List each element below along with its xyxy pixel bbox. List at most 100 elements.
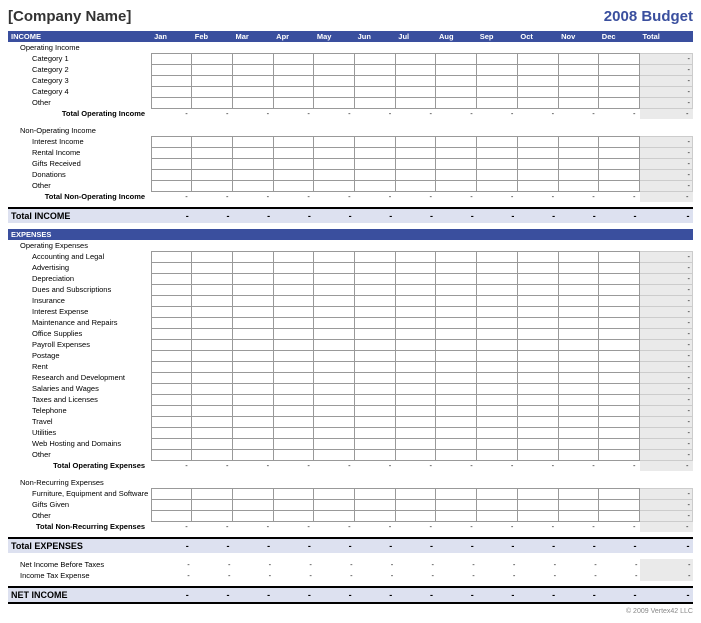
cell — [395, 372, 436, 383]
summary-cell: - — [558, 570, 599, 581]
total-header: Total — [640, 31, 693, 42]
row-total: - — [640, 449, 693, 460]
row-label: Utilities — [8, 427, 151, 438]
subtotal-cell: - — [232, 191, 273, 202]
total-bar-cell: - — [151, 208, 192, 223]
cell — [395, 262, 436, 273]
cell — [232, 169, 273, 180]
total-bar-label: NET INCOME — [8, 587, 151, 603]
cell — [151, 169, 192, 180]
cell — [273, 372, 314, 383]
summary-label: Income Tax Expense — [8, 570, 151, 581]
cell — [599, 306, 640, 317]
summary-cell: - — [151, 570, 192, 581]
subtotal-cell: - — [517, 521, 558, 532]
summary-cell: - — [517, 559, 558, 570]
cell — [395, 438, 436, 449]
cell — [273, 383, 314, 394]
cell — [273, 86, 314, 97]
row-label: Gifts Given — [8, 499, 151, 510]
cell — [395, 180, 436, 191]
cell — [355, 53, 396, 64]
cell — [558, 339, 599, 350]
cell — [436, 180, 477, 191]
cell — [151, 86, 192, 97]
cell — [273, 53, 314, 64]
cell — [232, 64, 273, 75]
cell — [558, 488, 599, 499]
data-row: Travel- — [8, 416, 693, 427]
section-total-bar: Total EXPENSES------------- — [8, 538, 693, 553]
total-bar-cell: - — [355, 538, 396, 553]
cell — [477, 438, 518, 449]
subtotal-cell: - — [355, 108, 396, 119]
section-label: EXPENSES — [8, 229, 151, 240]
cell — [232, 361, 273, 372]
cell — [232, 180, 273, 191]
total-bar-cell: - — [151, 587, 192, 603]
cell — [192, 350, 233, 361]
cell — [558, 438, 599, 449]
month-header: Mar — [232, 31, 273, 42]
month-header: Jan — [151, 31, 192, 42]
cell — [436, 339, 477, 350]
month-header — [314, 229, 355, 240]
subsection-header: Non-Operating Income — [8, 125, 693, 136]
cell — [477, 53, 518, 64]
month-header — [599, 229, 640, 240]
cell — [232, 339, 273, 350]
cell — [355, 449, 396, 460]
row-label: Depreciation — [8, 273, 151, 284]
total-bar-cell: - — [314, 538, 355, 553]
data-row: Category 1- — [8, 53, 693, 64]
row-label: Other — [8, 180, 151, 191]
cell — [477, 136, 518, 147]
row-label: Category 4 — [8, 86, 151, 97]
cell — [477, 97, 518, 108]
cell — [151, 350, 192, 361]
cell — [395, 383, 436, 394]
row-label: Insurance — [8, 295, 151, 306]
cell — [232, 75, 273, 86]
cell — [192, 488, 233, 499]
data-row: Telephone- — [8, 405, 693, 416]
cell — [232, 499, 273, 510]
cell — [151, 284, 192, 295]
data-row: Depreciation- — [8, 273, 693, 284]
cell — [517, 405, 558, 416]
cell — [273, 328, 314, 339]
cell — [477, 284, 518, 295]
cell — [314, 306, 355, 317]
cell — [517, 64, 558, 75]
cell — [273, 438, 314, 449]
subtotal-cell: - — [395, 460, 436, 471]
row-label: Other — [8, 510, 151, 521]
cell — [355, 488, 396, 499]
cell — [232, 372, 273, 383]
budget-title: 2008 Budget — [604, 8, 693, 25]
cell — [599, 328, 640, 339]
cell — [232, 251, 273, 262]
cell — [355, 383, 396, 394]
month-header: Feb — [192, 31, 233, 42]
cell — [395, 449, 436, 460]
cell — [517, 136, 558, 147]
row-total: - — [640, 295, 693, 306]
cell — [314, 273, 355, 284]
cell — [192, 405, 233, 416]
cell — [517, 339, 558, 350]
data-row: Gifts Given- — [8, 499, 693, 510]
cell — [273, 169, 314, 180]
cell — [192, 510, 233, 521]
cell — [558, 180, 599, 191]
total-bar-cell: - — [273, 208, 314, 223]
budget-table: INCOMEJanFebMarAprMayJunJulAugSepOctNovD… — [8, 31, 693, 604]
cell — [314, 317, 355, 328]
subtotal-row: Total Non-Recurring Expenses------------… — [8, 521, 693, 532]
row-label: Dues and Subscriptions — [8, 284, 151, 295]
cell — [395, 317, 436, 328]
subtotal-cell: - — [314, 460, 355, 471]
row-total: - — [640, 251, 693, 262]
cell — [436, 416, 477, 427]
cell — [558, 510, 599, 521]
